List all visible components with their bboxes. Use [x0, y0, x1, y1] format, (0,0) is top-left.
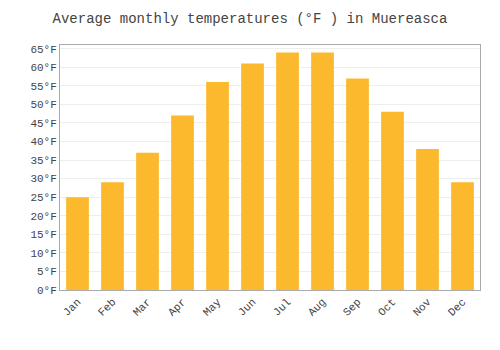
svg-text:15°F: 15°F	[30, 229, 56, 241]
svg-text:40°F: 40°F	[30, 136, 56, 148]
svg-text:Mar: Mar	[131, 296, 153, 318]
svg-text:Jan: Jan	[61, 296, 83, 318]
svg-text:65°F: 65°F	[30, 44, 56, 56]
svg-text:Oct: Oct	[376, 296, 398, 318]
svg-text:Jul: Jul	[271, 296, 293, 318]
svg-text:20°F: 20°F	[30, 211, 56, 223]
svg-text:Apr: Apr	[166, 296, 188, 318]
svg-text:Jun: Jun	[236, 296, 258, 318]
svg-text:Aug: Aug	[306, 296, 328, 318]
svg-text:5°F: 5°F	[37, 266, 57, 278]
svg-text:10°F: 10°F	[30, 248, 56, 260]
svg-text:30°F: 30°F	[30, 173, 56, 185]
svg-text:55°F: 55°F	[30, 81, 56, 93]
svg-text:Average monthly temperatures (: Average monthly temperatures (°F ) in Mu…	[53, 11, 448, 27]
svg-text:45°F: 45°F	[30, 118, 56, 130]
svg-text:Sep: Sep	[341, 296, 363, 318]
svg-text:35°F: 35°F	[30, 155, 56, 167]
svg-text:Feb: Feb	[96, 296, 118, 318]
svg-text:50°F: 50°F	[30, 99, 56, 111]
svg-text:25°F: 25°F	[30, 192, 56, 204]
svg-text:Dec: Dec	[446, 296, 468, 318]
svg-text:60°F: 60°F	[30, 62, 56, 74]
svg-text:Nov: Nov	[411, 296, 434, 319]
svg-text:May: May	[201, 296, 224, 319]
svg-text:0°F: 0°F	[37, 285, 57, 297]
